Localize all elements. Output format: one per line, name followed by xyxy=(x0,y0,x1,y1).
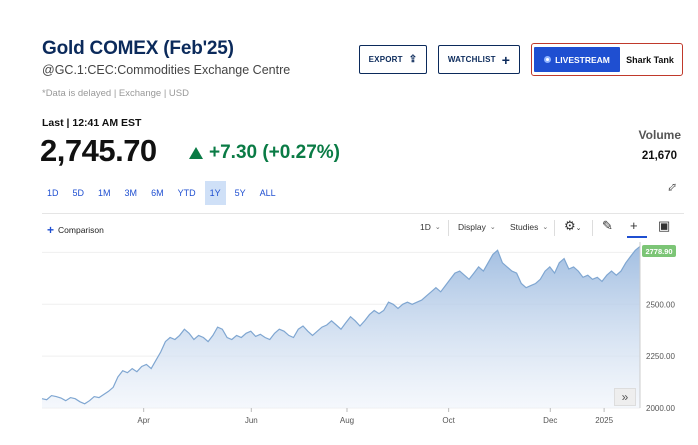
livestream-label: LIVESTREAM xyxy=(555,54,610,65)
plus-icon: + xyxy=(501,51,511,68)
range-all[interactable]: ALL xyxy=(259,188,276,198)
x-tick-label: Dec xyxy=(543,416,557,425)
plus-icon: + xyxy=(47,223,55,237)
delayed-note: *Data is delayed | Exchange | USD xyxy=(42,88,189,99)
range-1y[interactable]: 1Y xyxy=(204,181,226,205)
chart-toolbar: + Comparison 1D ⌄ Display ⌄ Studies ⌄ ⚙⌄… xyxy=(42,213,684,241)
price-chart[interactable]: 2000.002250.002500.002750.00AprJunAugOct… xyxy=(0,240,698,445)
export-label: EXPORT xyxy=(368,55,403,64)
x-tick-label: Jun xyxy=(245,416,258,425)
studies-label: Studies xyxy=(510,222,539,232)
x-tick-label: Apr xyxy=(137,416,150,425)
time-range-selector: 1D 5D 1M 3M 6M YTD 1Y 5Y ALL xyxy=(42,181,285,205)
price-change: +7.30 (+0.27%) xyxy=(189,142,340,164)
price-change-value: +7.30 (+0.27%) xyxy=(209,142,340,163)
range-5y[interactable]: 5Y xyxy=(234,188,246,198)
livestream-button[interactable]: LIVESTREAM xyxy=(534,47,620,72)
toolbar-divider xyxy=(592,220,593,236)
settings-gear-icon[interactable]: ⚙⌄ xyxy=(564,218,582,233)
instrument-symbol: @GC.1:CEC:Commodities Exchange Centre xyxy=(42,63,291,77)
chevron-down-icon: ⌄ xyxy=(489,224,496,231)
x-tick-label: 2025 xyxy=(595,416,613,425)
range-6m[interactable]: 6M xyxy=(151,188,164,198)
range-1m[interactable]: 1M xyxy=(98,188,111,198)
price-area xyxy=(42,246,640,408)
last-trade-time: Last | 12:41 AM EST xyxy=(42,117,142,129)
comparison-button[interactable]: + Comparison xyxy=(47,223,104,237)
last-price: 2,745.70 xyxy=(40,133,157,168)
y-tick-label: 2000.00 xyxy=(646,404,675,413)
chevron-down-icon: ⌄ xyxy=(542,224,549,231)
y-tick-label: 2500.00 xyxy=(646,300,675,309)
comparison-label: Comparison xyxy=(58,225,104,235)
draw-pencil-icon[interactable]: ✎ xyxy=(602,218,613,233)
share-icon: ⇪ xyxy=(408,54,418,65)
volume-value: 21,670 xyxy=(641,150,677,162)
range-3m[interactable]: 3M xyxy=(124,188,138,198)
live-dot-icon xyxy=(544,56,552,63)
display-label: Display xyxy=(458,222,486,232)
range-ytd[interactable]: YTD xyxy=(177,188,196,198)
interval-label: 1D xyxy=(420,222,431,232)
toolbar-divider xyxy=(448,220,449,236)
y-tick-label: 2250.00 xyxy=(646,352,675,361)
watchlist-label: WATCHLIST xyxy=(447,55,496,64)
crosshair-icon: + xyxy=(630,218,638,233)
toolbar-divider xyxy=(554,220,555,236)
double-chevron-right-icon: » xyxy=(621,390,629,404)
expand-icon[interactable]: ⇔ xyxy=(659,174,684,199)
interval-dropdown[interactable]: 1D ⌄ xyxy=(420,222,441,232)
x-tick-label: Aug xyxy=(340,416,354,425)
crosshair-tool[interactable]: + xyxy=(627,216,647,238)
page-title: Gold COMEX (Feb'25) xyxy=(42,38,234,59)
comment-icon[interactable]: ▣ xyxy=(658,218,671,233)
livestream-widget[interactable]: LIVESTREAM Shark Tank xyxy=(531,43,683,76)
last-value-badge: 2778.90 xyxy=(642,245,676,257)
studies-dropdown[interactable]: Studies ⌄ xyxy=(510,222,548,232)
export-button[interactable]: EXPORT ⇪ xyxy=(359,45,427,74)
chevron-down-icon: ⌄ xyxy=(434,224,441,231)
livestream-show-name[interactable]: Shark Tank xyxy=(626,54,674,65)
volume-label: Volume xyxy=(638,128,681,142)
range-1d[interactable]: 1D xyxy=(47,188,59,198)
display-dropdown[interactable]: Display ⌄ xyxy=(458,222,496,232)
range-5d[interactable]: 5D xyxy=(72,188,85,198)
watchlist-button[interactable]: WATCHLIST + xyxy=(438,45,520,74)
up-arrow-icon xyxy=(189,147,203,159)
x-tick-label: Oct xyxy=(442,416,455,425)
scroll-forward-button[interactable]: » xyxy=(614,388,636,406)
price-line xyxy=(41,245,641,405)
